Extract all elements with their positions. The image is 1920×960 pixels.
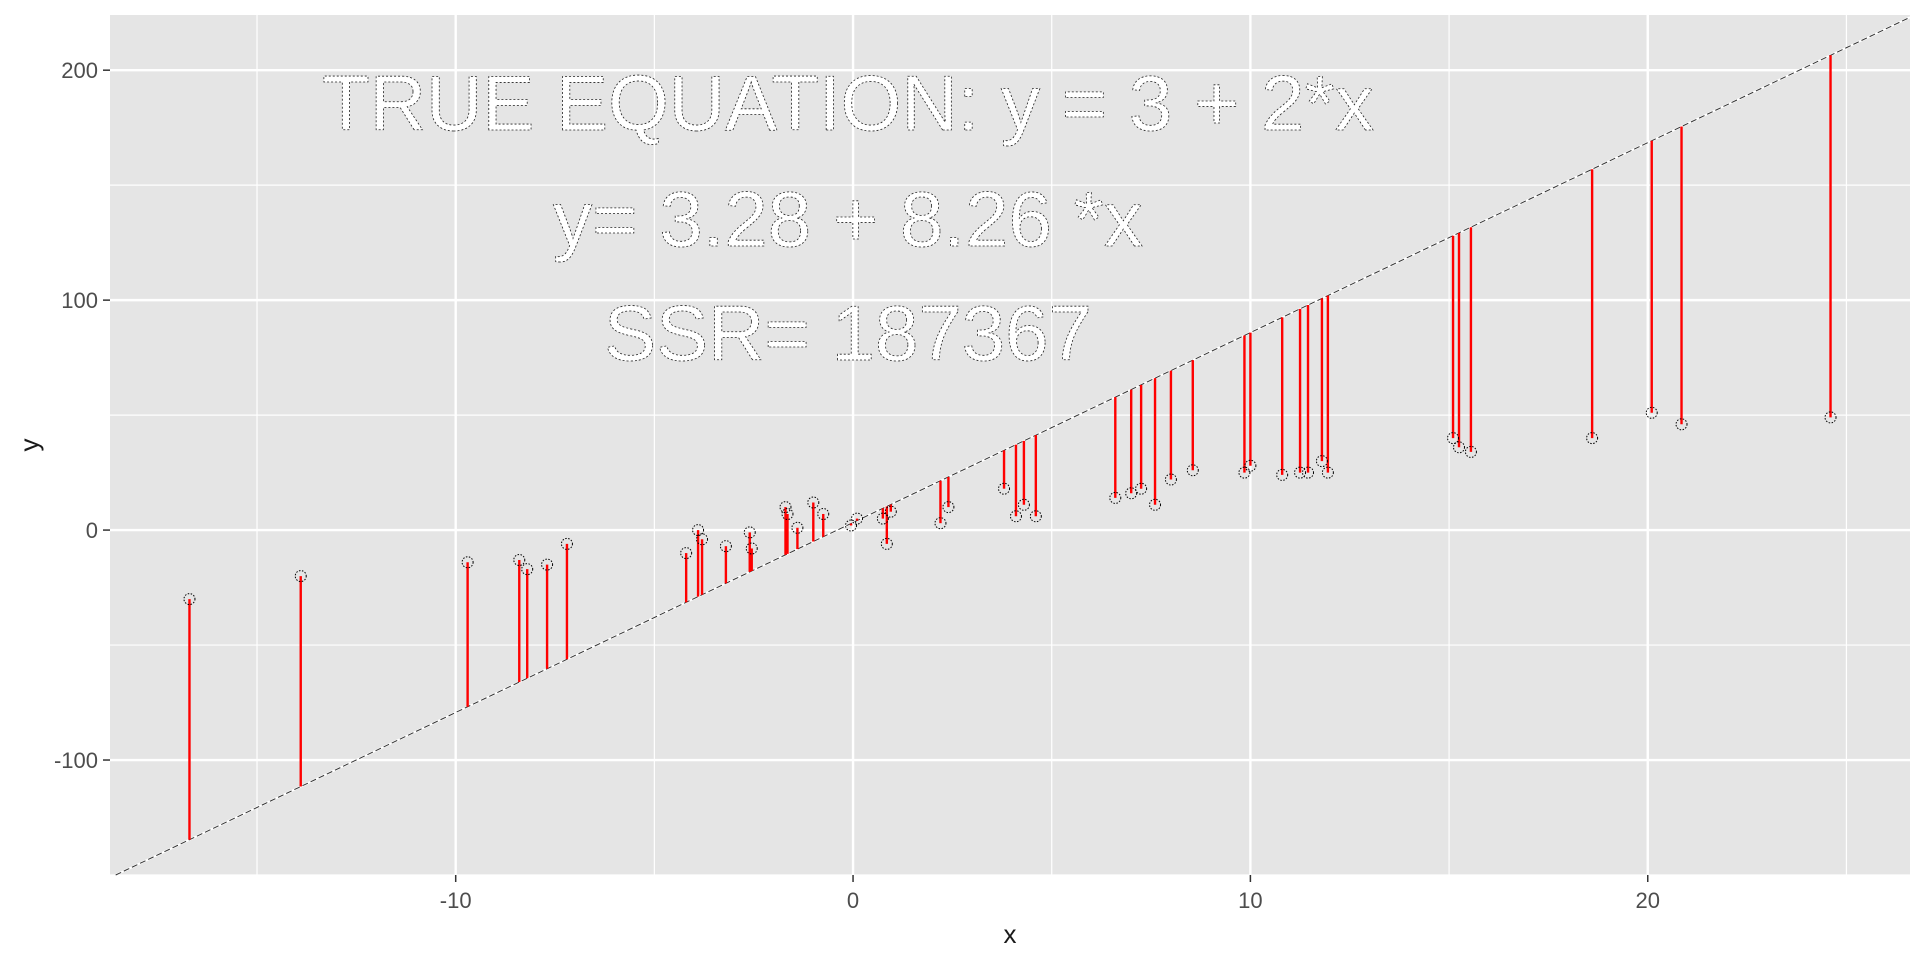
data-point (513, 553, 526, 566)
data-point (743, 526, 756, 539)
data-point (1109, 491, 1122, 504)
data-point (1149, 498, 1162, 511)
y-tick-label: 0 (86, 518, 98, 543)
data-point (294, 570, 307, 583)
annotation-2: y= 3.28 + 8.26 *x (553, 175, 1143, 263)
data-point (884, 505, 897, 518)
data-point (1321, 466, 1334, 479)
y-tick-label: -100 (54, 748, 98, 773)
data-point (1186, 464, 1199, 477)
x-axis-ticks: -10 0 10 20 (440, 875, 1660, 913)
data-point (845, 519, 858, 532)
fit-line-layer (115, 16, 1911, 876)
data-points (183, 406, 1837, 606)
x-tick-label: 10 (1238, 888, 1262, 913)
data-point (779, 501, 792, 514)
data-point (461, 556, 474, 569)
data-point (1276, 468, 1289, 481)
data-point (1645, 406, 1658, 419)
data-point (1302, 466, 1315, 479)
data-point (807, 496, 820, 509)
residual-segments (188, 55, 1832, 840)
data-point (1447, 432, 1460, 445)
data-point (696, 533, 709, 546)
data-point (1586, 432, 1599, 445)
data-point (183, 593, 196, 606)
x-axis-title: x (1004, 919, 1017, 949)
data-point (1464, 445, 1477, 458)
plot-panel (110, 15, 1910, 875)
data-point (1017, 498, 1030, 511)
data-point (1675, 418, 1688, 431)
data-point (692, 524, 705, 537)
x-tick-label: -10 (440, 888, 472, 913)
data-point (998, 482, 1011, 495)
data-point (1238, 466, 1251, 479)
data-point (781, 507, 794, 520)
data-point (1164, 473, 1177, 486)
grid-minor (110, 15, 1910, 876)
data-point (1315, 455, 1328, 468)
data-point (876, 512, 889, 525)
data-point (791, 521, 804, 534)
x-tick-label: 0 (847, 888, 859, 913)
annotation-3: SSR= 187367 (604, 289, 1092, 377)
data-point (1029, 510, 1042, 523)
data-point (1135, 482, 1148, 495)
data-point (680, 547, 693, 560)
data-point (1125, 487, 1138, 500)
annotation-1: TRUE EQUATION: y = 3 + 2*x (322, 59, 1374, 147)
data-point (1294, 466, 1307, 479)
y-tick-label: 200 (61, 58, 98, 83)
annotations: TRUE EQUATION: y = 3 + 2*x y= 3.28 + 8.26… (322, 59, 1375, 378)
data-point (942, 501, 955, 514)
data-point (880, 537, 893, 550)
y-axis-title: y (14, 439, 44, 452)
data-point (1824, 411, 1837, 424)
y-axis-ticks: -100 0 100 200 (54, 58, 110, 773)
data-point (851, 512, 864, 525)
data-point (934, 517, 947, 530)
data-point (1453, 441, 1466, 454)
data-point (541, 558, 554, 571)
data-point (745, 542, 758, 555)
y-tick-label: 100 (61, 288, 98, 313)
data-point (1244, 459, 1257, 472)
x-tick-label: 20 (1636, 888, 1660, 913)
fit-line (115, 16, 1911, 876)
data-point (817, 507, 830, 520)
data-point (521, 563, 534, 576)
data-point (1009, 510, 1022, 523)
data-point (560, 537, 573, 550)
data-point (719, 540, 732, 553)
